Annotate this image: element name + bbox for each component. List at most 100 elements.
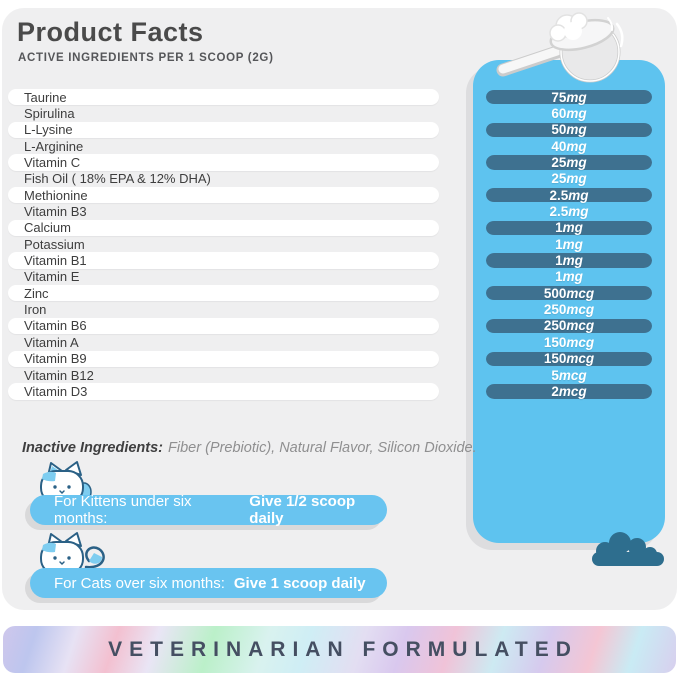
ingredient-row: Vitamin B12: [8, 367, 439, 383]
amount-unit: mg: [568, 204, 589, 220]
page-title: Product Facts: [17, 17, 204, 47]
amount-badge: 75 mg: [486, 89, 652, 105]
ingredient-name: Vitamin A: [24, 334, 79, 350]
dosage-instruction: Give 1/2 scoop daily: [249, 493, 356, 527]
ingredient-row: Vitamin A: [8, 334, 439, 350]
ingredient-row: Vitamin B3: [8, 203, 439, 219]
amount-badge: 1 mg: [486, 220, 652, 236]
ingredient-name: Vitamin D3: [24, 383, 88, 399]
dosage-prefix: For Kittens under six months:: [54, 493, 192, 527]
amount-row: 2.5 mg: [486, 203, 652, 219]
amount-row: 1 mg: [486, 269, 652, 285]
amount-value: 1: [555, 236, 563, 252]
amount-unit: mcg: [558, 383, 587, 399]
amounts-panel: 75 mg 60 mg 50 mg 40 mg 25 mg 25 mg 2.5 mg 2.5 m…: [473, 60, 665, 543]
amount-row: 25 mg: [486, 171, 652, 187]
ingredient-name: L-Arginine: [24, 138, 84, 154]
ingredient-name: Potassium: [24, 236, 85, 252]
amount-value: 2: [551, 383, 559, 399]
ingredient-name: Vitamin B1: [24, 253, 87, 269]
ingredient-name: Vitamin B12: [24, 367, 94, 383]
ingredient-name: Vitamin B6: [24, 318, 87, 334]
ingredient-row: Vitamin C: [8, 154, 439, 171]
amount-unit: mg: [566, 155, 587, 171]
amount-value: 25: [551, 155, 567, 171]
amount-unit: mg: [566, 171, 587, 187]
amounts-list: 75 mg 60 mg 50 mg 40 mg 25 mg 25 mg 2.5 mg 2.5 m…: [486, 89, 652, 400]
dosage-instruction: Give 1 scoop daily: [233, 574, 366, 592]
ingredient-name: Methionine: [24, 187, 88, 203]
amount-value: 1: [555, 269, 563, 285]
page-subtitle: ACTIVE INGREDIENTS PER 1 SCOOP (2G): [18, 52, 274, 64]
ingredient-row: Fish Oil ( 18% EPA & 12% DHA): [8, 171, 439, 187]
amount-unit: mcg: [558, 367, 587, 383]
amount-value: 150: [543, 351, 567, 367]
ingredient-row: Vitamin B1: [8, 252, 439, 269]
amount-unit: mcg: [566, 318, 595, 334]
amount-value: 500: [543, 285, 567, 301]
ingredient-name: Vitamin B3: [24, 204, 87, 220]
amount-value: 150: [543, 334, 567, 350]
product-facts-card: Product Facts ACTIVE INGREDIENTS PER 1 S…: [2, 8, 677, 610]
ingredient-row: Zinc: [8, 285, 439, 302]
cat-dosage-banner: For Cats over six months: Give 1 scoop d…: [30, 568, 387, 598]
amount-value: 40: [551, 138, 567, 154]
amount-row: 40 mg: [486, 138, 652, 154]
ingredient-name: Fish Oil ( 18% EPA & 12% DHA): [24, 171, 211, 187]
amount-value: 50: [551, 122, 567, 138]
ingredient-name: Iron: [24, 302, 47, 318]
ingredient-row: Potassium: [8, 236, 439, 252]
amount-unit: mcg: [566, 351, 595, 367]
amount-value: 1: [555, 253, 563, 269]
ingredient-row: Methionine: [8, 187, 439, 204]
ingredient-row: Vitamin E: [8, 269, 439, 285]
kitten-dosage-banner: For Kittens under six months: Give 1/2 s…: [30, 493, 387, 527]
ingredient-name: L-Lysine: [24, 122, 73, 138]
amount-badge: 2 mcg: [486, 383, 652, 399]
ingredient-list: Taurine Spirulina L-Lysine L-Arginine Vi…: [8, 89, 439, 400]
inactive-label: Inactive Ingredients:: [22, 440, 164, 456]
ingredient-row: Iron: [8, 301, 439, 317]
ingredient-row: Calcium: [8, 219, 439, 237]
ingredient-row: L-Arginine: [8, 138, 439, 154]
amount-badge: 150 mcg: [486, 351, 652, 367]
bush-icon: [592, 532, 664, 566]
inactive-text: Fiber (Prebiotic), Natural Flavor, Silic…: [168, 440, 477, 456]
amount-unit: mg: [566, 106, 587, 122]
ingredient-name: Spirulina: [24, 106, 75, 122]
amount-badge: 25 mg: [486, 154, 652, 170]
amount-row: 5 mcg: [486, 367, 652, 383]
ingredient-row: Vitamin D3: [8, 383, 439, 400]
amount-badge: 250 mcg: [486, 318, 652, 334]
amount-unit: mg: [566, 122, 587, 138]
holographic-banner: VETERINARIAN FORMULATED: [3, 626, 676, 673]
amount-value: 60: [551, 106, 567, 122]
amount-row: 60 mg: [486, 105, 652, 121]
amount-value: 75: [551, 89, 567, 105]
ingredient-name: Calcium: [24, 220, 71, 236]
ingredient-name: Vitamin C: [24, 155, 81, 171]
amount-badge: 2.5 mg: [486, 187, 652, 203]
amount-unit: mg: [562, 253, 583, 269]
cat-icon: [40, 532, 105, 575]
amount-unit: mcg: [566, 285, 595, 301]
amount-unit: mg: [562, 220, 583, 236]
dosage-prefix: For Cats over six months:: [54, 574, 225, 592]
amount-badge: 50 mg: [486, 122, 652, 138]
amount-value: 1: [555, 220, 563, 236]
ingredient-row: Vitamin B9: [8, 350, 439, 367]
amount-value: 250: [543, 318, 567, 334]
inactive-ingredients: Inactive Ingredients: Fiber (Prebiotic), …: [22, 440, 477, 456]
amount-unit: mg: [566, 138, 587, 154]
amount-unit: mcg: [566, 302, 595, 318]
amount-value: 25: [551, 171, 567, 187]
amount-row: 150 mcg: [486, 334, 652, 350]
ingredient-name: Vitamin E: [24, 269, 80, 285]
amount-row: 1 mg: [486, 236, 652, 252]
amount-unit: mg: [562, 269, 583, 285]
ingredient-name: Zinc: [24, 285, 49, 301]
amount-badge: 1 mg: [486, 252, 652, 268]
amount-value: 5: [551, 367, 559, 383]
veterinarian-formulated-text: VETERINARIAN FORMULATED: [108, 637, 578, 661]
amount-value: 2.5: [549, 187, 569, 203]
